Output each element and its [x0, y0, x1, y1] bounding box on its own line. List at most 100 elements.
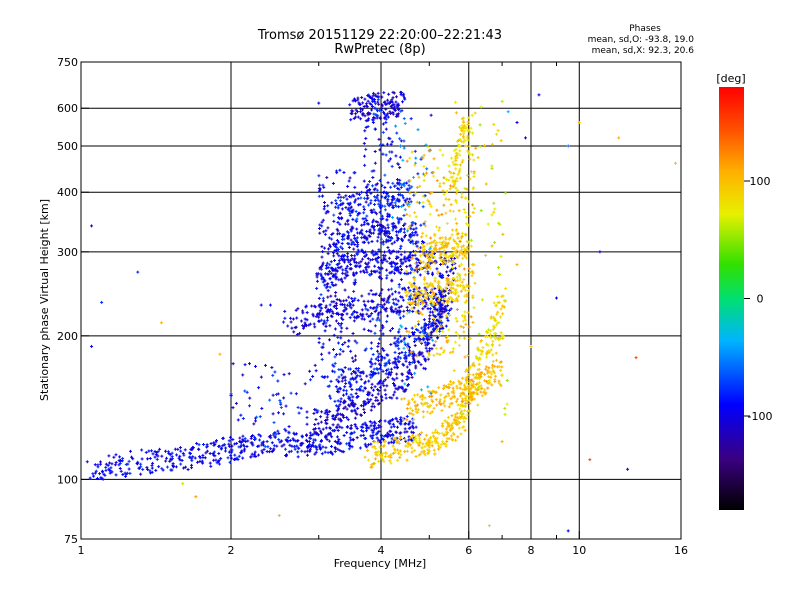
data-point — [320, 452, 324, 456]
data-point — [249, 455, 253, 459]
data-point — [387, 433, 391, 437]
data-point — [273, 435, 277, 439]
data-point — [223, 449, 227, 453]
data-point — [419, 352, 423, 356]
data-point — [283, 447, 287, 451]
data-point — [290, 444, 294, 448]
data-point — [170, 451, 174, 455]
data-point — [407, 376, 411, 380]
data-point — [379, 425, 383, 429]
data-point — [93, 463, 97, 467]
colorbar-tick-label: 100 — [750, 175, 771, 188]
data-point — [364, 423, 368, 427]
data-point — [306, 439, 310, 443]
data-point — [250, 441, 254, 445]
data-point — [392, 425, 396, 429]
data-point — [327, 439, 331, 443]
data-point — [191, 445, 195, 449]
data-point — [377, 420, 381, 424]
data-point — [257, 433, 261, 437]
data-point — [201, 453, 205, 457]
data-point — [229, 456, 233, 460]
data-point — [367, 393, 371, 397]
data-point — [230, 444, 234, 448]
data-point — [205, 449, 209, 453]
data-point — [155, 457, 159, 461]
data-point — [329, 450, 333, 454]
data-point — [295, 432, 299, 436]
data-point — [331, 429, 335, 433]
data-point — [213, 454, 217, 458]
data-point — [212, 458, 216, 462]
data-point — [196, 460, 200, 464]
data-point — [198, 456, 202, 460]
data-point — [148, 471, 152, 475]
data-point — [399, 422, 403, 426]
data-point — [265, 450, 269, 454]
x-tick-label: 16 — [674, 544, 688, 557]
data-point — [371, 388, 375, 392]
data-point — [110, 470, 114, 474]
data-point — [104, 468, 108, 472]
data-point — [406, 383, 410, 387]
data-point — [369, 424, 373, 428]
data-point — [338, 448, 342, 452]
data-point — [393, 390, 397, 394]
data-point — [406, 370, 410, 374]
data-point — [164, 459, 168, 463]
data-point — [171, 464, 175, 468]
data-point — [389, 440, 393, 444]
data-point — [227, 444, 231, 448]
data-point — [205, 444, 209, 448]
data-point — [323, 411, 327, 415]
data-point — [350, 409, 354, 413]
data-point — [319, 420, 323, 424]
data-point — [296, 450, 300, 454]
data-point — [369, 434, 373, 438]
data-point — [286, 439, 290, 443]
data-point — [282, 443, 286, 447]
data-point — [424, 359, 428, 363]
data-point — [369, 442, 373, 446]
data-point — [335, 440, 339, 444]
data-point — [386, 375, 390, 379]
data-point — [339, 419, 343, 423]
data-point — [153, 455, 157, 459]
data-point — [158, 447, 162, 451]
data-point — [324, 419, 328, 423]
data-point — [261, 451, 265, 455]
data-point — [254, 454, 258, 458]
data-point — [396, 387, 400, 391]
data-point — [156, 454, 160, 458]
data-point — [308, 449, 312, 453]
data-point — [245, 444, 249, 448]
data-point — [98, 472, 102, 476]
data-point — [352, 430, 356, 434]
y-tick-label: 75 — [64, 533, 78, 546]
data-point — [219, 447, 223, 451]
data-point — [123, 471, 127, 475]
data-point — [397, 385, 401, 389]
data-point — [347, 447, 351, 451]
data-point — [394, 387, 398, 391]
data-point — [387, 441, 391, 445]
data-point — [127, 467, 131, 471]
data-point — [354, 392, 358, 396]
data-point — [353, 408, 357, 412]
data-point — [325, 415, 329, 419]
data-point — [325, 418, 329, 422]
data-point — [333, 439, 337, 443]
data-point — [130, 455, 134, 459]
data-point — [230, 448, 234, 452]
data-point — [319, 440, 323, 444]
data-point — [118, 461, 122, 465]
data-point — [395, 376, 399, 380]
data-point — [414, 425, 418, 429]
data-point — [150, 466, 154, 470]
data-point — [231, 438, 235, 442]
data-point — [124, 474, 128, 478]
data-point — [124, 462, 128, 466]
data-point — [287, 431, 291, 435]
